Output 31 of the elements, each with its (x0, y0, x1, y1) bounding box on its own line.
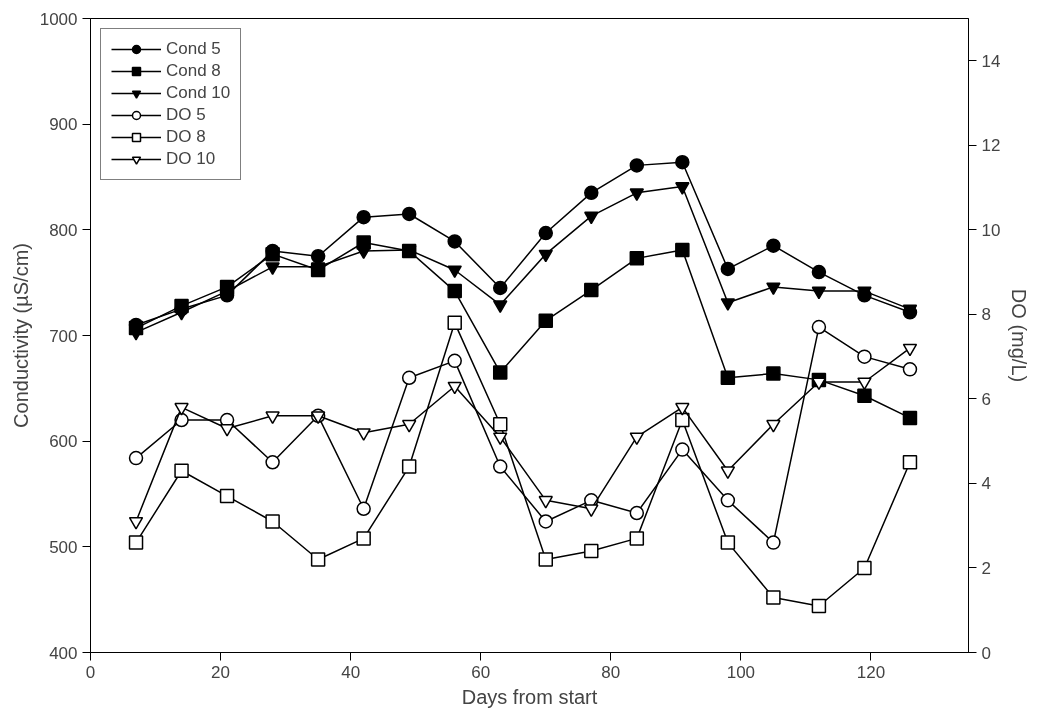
legend-label: DO 5 (166, 105, 206, 125)
y2-tick-label: 6 (981, 389, 991, 409)
y2-tick-label: 8 (981, 305, 991, 325)
x-tick-label: 100 (726, 662, 756, 682)
y-tick-label: 400 (49, 643, 78, 663)
legend-label: Cond 5 (166, 39, 221, 59)
y-tick-label: 900 (49, 115, 78, 135)
y-tick-label: 700 (49, 326, 78, 346)
legend-label: DO 8 (166, 127, 206, 147)
x-tick-label: 80 (601, 662, 621, 682)
y-tick-label: 800 (49, 220, 78, 240)
y2-tick-label: 0 (981, 643, 991, 663)
legend-label: Cond 10 (166, 83, 231, 103)
y2-tick-label: 2 (981, 558, 991, 578)
y2-tick-label: 10 (981, 220, 1001, 240)
y2-axis-title: DO (mg/L) (1008, 288, 1031, 383)
y-tick-label: 500 (49, 537, 78, 557)
y-axis-title: Conductivity (µS/cm) (9, 243, 32, 428)
y2-tick-label: 12 (981, 136, 1001, 156)
y2-tick-label: 4 (981, 474, 991, 494)
y-tick-label: 600 (49, 432, 78, 452)
x-tick-label: 0 (85, 662, 96, 682)
legend-label: DO 10 (166, 149, 216, 169)
legend-label: Cond 8 (166, 61, 221, 81)
x-axis-title: Days from start (461, 685, 598, 708)
y-tick-label: 1000 (39, 9, 78, 29)
x-tick-label: 60 (471, 662, 491, 682)
x-tick-label: 40 (341, 662, 361, 682)
x-tick-label: 20 (211, 662, 231, 682)
y2-tick-label: 14 (981, 51, 1001, 71)
x-tick-label: 120 (856, 662, 886, 682)
